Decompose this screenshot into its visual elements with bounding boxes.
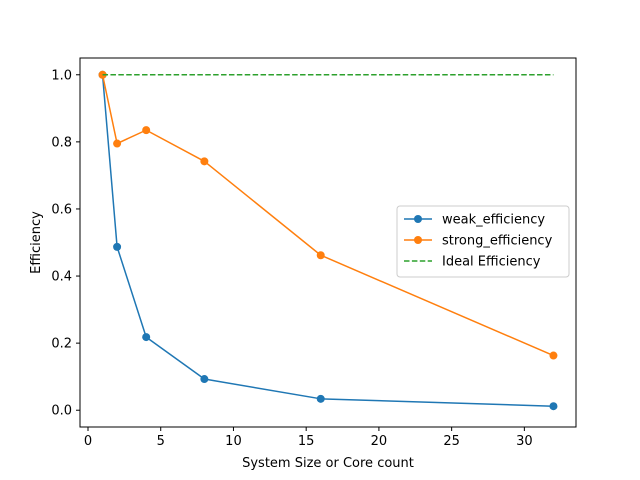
x-tick-label: 20 xyxy=(371,434,388,449)
y-tick-label: 0.8 xyxy=(51,135,72,150)
x-tick-label: 5 xyxy=(157,434,165,449)
y-axis-label: Efficiency xyxy=(29,211,44,274)
x-tick-label: 25 xyxy=(443,434,460,449)
y-tick-label: 0.2 xyxy=(51,337,72,352)
data-point-weak-efficiency xyxy=(142,333,151,342)
data-point-strong-efficiency xyxy=(200,157,209,166)
series-strong-efficiency xyxy=(98,70,558,360)
legend-marker xyxy=(414,236,422,244)
data-point-strong-efficiency xyxy=(142,126,151,135)
legend-box xyxy=(396,205,570,278)
series-layer xyxy=(98,70,558,411)
data-point-strong-efficiency xyxy=(316,251,325,260)
x-tick-label: 10 xyxy=(225,434,242,449)
series-line-strong-efficiency xyxy=(101,74,554,357)
legend-marker xyxy=(414,215,422,223)
data-point-weak-efficiency xyxy=(316,394,325,403)
x-tick-label: 15 xyxy=(298,434,315,449)
data-point-weak-efficiency xyxy=(113,242,122,251)
legend-item: strong_efficiency xyxy=(404,234,553,249)
x-tick-label: 30 xyxy=(516,434,533,449)
y-axis-ticks: 0.0 0.2 0.4 0.6 0.8 1.0 xyxy=(51,68,80,419)
plot-frame xyxy=(79,57,577,428)
y-tick-label: 0.0 xyxy=(51,404,72,419)
data-point-weak-efficiency xyxy=(549,402,558,411)
series-line-weak-efficiency xyxy=(101,74,554,407)
legend-label: weak_efficiency xyxy=(442,213,545,228)
legend: weak_efficiency strong_efficiency Ideal Ef… xyxy=(396,205,570,278)
legend-item: Ideal Efficiency xyxy=(404,255,541,270)
data-point-strong-efficiency xyxy=(113,139,122,148)
y-tick-label: 0.6 xyxy=(51,202,72,217)
x-axis-ticks: 0 5 10 15 20 25 30 xyxy=(84,427,533,449)
x-tick-label: 0 xyxy=(84,434,92,449)
legend-item: weak_efficiency xyxy=(404,213,545,228)
data-point-strong-efficiency xyxy=(549,351,558,360)
legend-label: Ideal Efficiency xyxy=(442,255,541,270)
data-point-weak-efficiency xyxy=(200,375,209,384)
legend-label: strong_efficiency xyxy=(442,234,553,249)
y-tick-label: 1.0 xyxy=(51,68,72,83)
x-axis-label: System Size or Core count xyxy=(242,456,414,471)
y-tick-label: 0.4 xyxy=(51,270,72,285)
